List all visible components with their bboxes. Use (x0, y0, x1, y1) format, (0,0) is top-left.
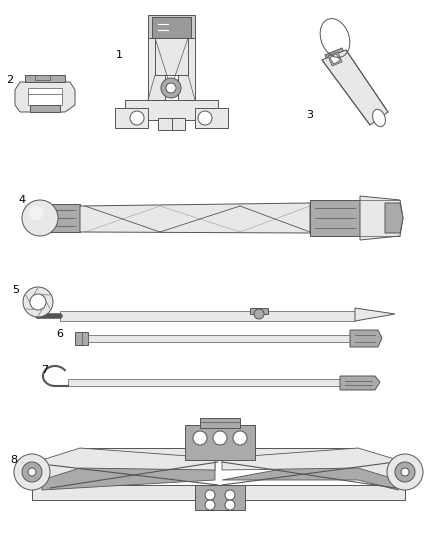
Polygon shape (340, 376, 380, 390)
Polygon shape (68, 379, 340, 386)
Circle shape (166, 83, 176, 93)
Circle shape (30, 294, 46, 310)
Circle shape (233, 431, 247, 445)
Circle shape (213, 431, 227, 445)
Polygon shape (32, 485, 405, 500)
Polygon shape (330, 54, 340, 64)
Polygon shape (60, 311, 355, 321)
Polygon shape (35, 75, 50, 80)
Circle shape (198, 111, 212, 125)
Polygon shape (310, 200, 360, 236)
Circle shape (401, 468, 409, 476)
Polygon shape (172, 118, 185, 130)
Polygon shape (125, 100, 218, 120)
Circle shape (193, 431, 207, 445)
Circle shape (130, 111, 144, 125)
Circle shape (29, 206, 43, 220)
Circle shape (225, 500, 235, 510)
Polygon shape (328, 52, 342, 66)
Ellipse shape (373, 109, 385, 127)
Polygon shape (185, 425, 255, 460)
Circle shape (14, 454, 50, 490)
Polygon shape (15, 82, 75, 112)
Text: 8: 8 (11, 455, 18, 465)
Polygon shape (178, 38, 195, 100)
Polygon shape (148, 38, 165, 100)
Circle shape (22, 462, 42, 482)
Circle shape (387, 454, 423, 490)
Text: 4: 4 (18, 195, 25, 205)
Polygon shape (42, 448, 215, 480)
Polygon shape (200, 418, 240, 428)
Circle shape (22, 200, 58, 236)
Polygon shape (385, 203, 403, 233)
Polygon shape (158, 118, 172, 130)
Polygon shape (152, 17, 191, 38)
Circle shape (28, 468, 36, 476)
Polygon shape (80, 448, 358, 460)
Polygon shape (50, 204, 80, 232)
Polygon shape (222, 455, 398, 490)
Polygon shape (28, 88, 62, 105)
Circle shape (254, 309, 264, 319)
Circle shape (161, 78, 181, 98)
Polygon shape (250, 308, 268, 314)
Text: 1: 1 (116, 50, 123, 60)
Polygon shape (222, 448, 398, 480)
Text: 7: 7 (42, 365, 49, 375)
Circle shape (205, 490, 215, 500)
Polygon shape (350, 330, 382, 347)
Polygon shape (360, 196, 403, 240)
Polygon shape (42, 455, 215, 490)
Polygon shape (115, 108, 148, 128)
Polygon shape (355, 308, 395, 321)
Circle shape (225, 490, 235, 500)
Circle shape (205, 500, 215, 510)
Polygon shape (155, 38, 188, 75)
Polygon shape (195, 108, 228, 128)
Polygon shape (75, 332, 88, 345)
Polygon shape (195, 485, 245, 510)
Text: 6: 6 (57, 329, 64, 339)
Text: 2: 2 (7, 75, 14, 85)
Polygon shape (148, 15, 195, 42)
Text: 3: 3 (307, 110, 314, 120)
Polygon shape (322, 50, 388, 125)
Text: 5: 5 (13, 285, 20, 295)
Polygon shape (25, 75, 65, 82)
Polygon shape (80, 203, 310, 233)
Circle shape (23, 287, 53, 317)
Polygon shape (325, 48, 348, 69)
Polygon shape (30, 105, 60, 112)
Polygon shape (88, 335, 350, 342)
Circle shape (395, 462, 415, 482)
